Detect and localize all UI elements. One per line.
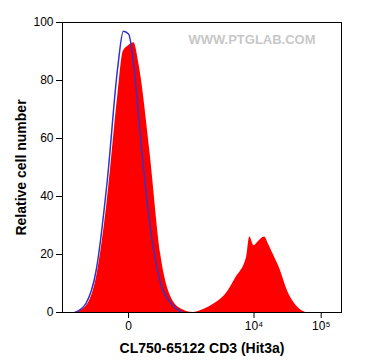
svg-text:60: 60	[40, 131, 54, 145]
svg-text:Relative cell number: Relative cell number	[13, 99, 29, 236]
svg-text:0: 0	[47, 305, 54, 319]
svg-text:WWW.PTGLAB.COM: WWW.PTGLAB.COM	[188, 32, 315, 47]
svg-text:10⁵: 10⁵	[312, 319, 330, 333]
svg-text:0: 0	[125, 319, 132, 333]
svg-text:10⁴: 10⁴	[245, 319, 264, 333]
svg-text:20: 20	[40, 247, 54, 261]
svg-text:40: 40	[40, 189, 54, 203]
svg-text:CL750-65122 CD3 (Hit3a): CL750-65122 CD3 (Hit3a)	[120, 340, 285, 356]
svg-text:80: 80	[40, 73, 54, 87]
svg-text:100: 100	[33, 15, 53, 29]
